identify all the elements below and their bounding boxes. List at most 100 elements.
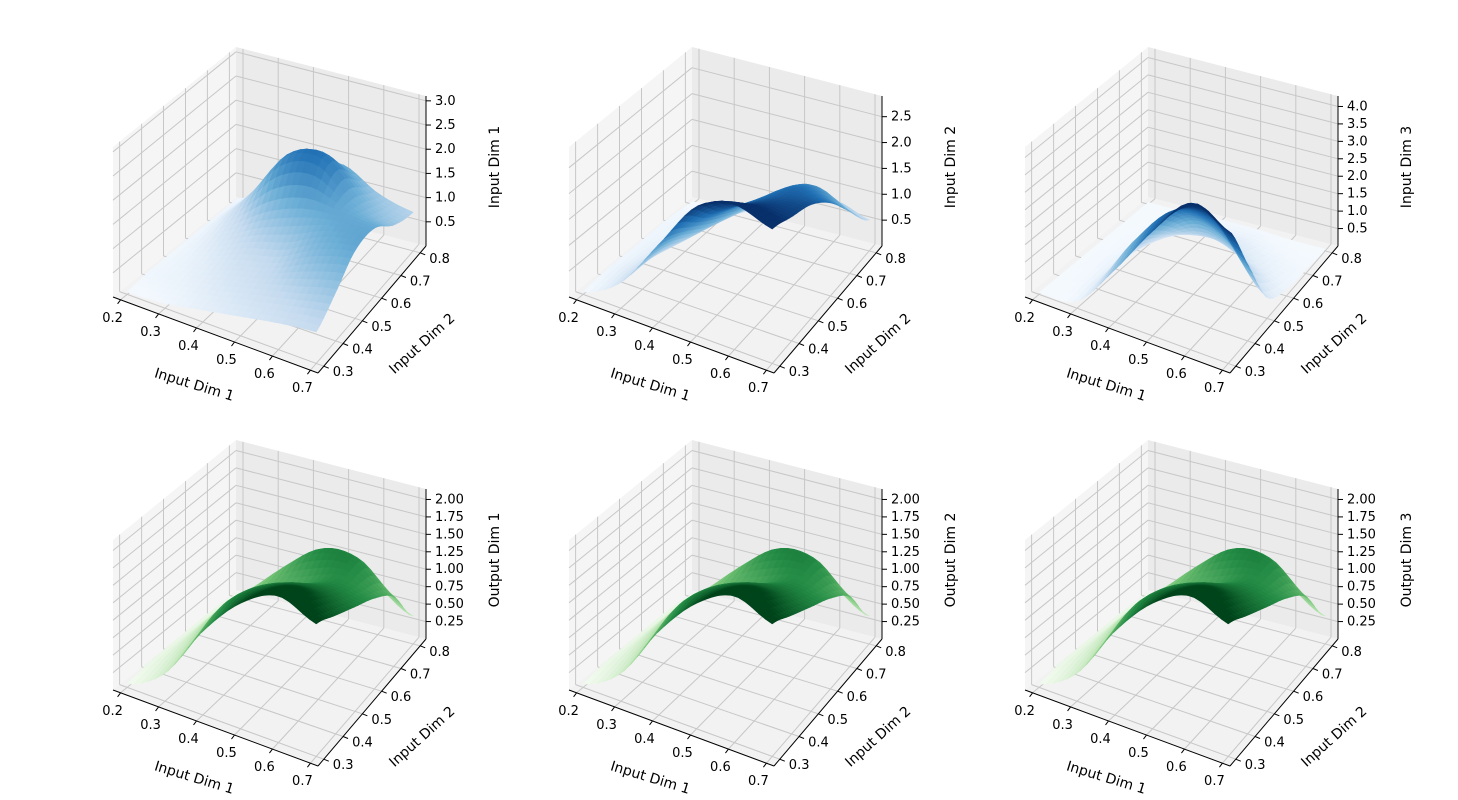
x-tick-label: 0.6 [1166, 367, 1187, 382]
z-tick-label: 2.00 [891, 493, 920, 508]
z-tick-label: 0.5 [891, 213, 912, 228]
x-tick-label: 0.7 [292, 381, 313, 396]
y-tick-label: 0.6 [391, 690, 412, 705]
z-tick-label: 1.0 [1347, 204, 1368, 219]
z-tick-label: 1.00 [891, 562, 920, 577]
y-tick-label: 0.8 [429, 645, 450, 660]
z-tick-label: 1.50 [891, 527, 920, 542]
z-tick-label: 0.50 [891, 597, 920, 612]
grid-line-z [235, 51, 427, 102]
y-tick-label: 0.8 [885, 252, 906, 267]
y-tick-label: 0.5 [371, 713, 392, 728]
grid-line-x [310, 243, 420, 371]
x-tick-label: 0.3 [140, 718, 161, 733]
z-tick-label: 0.75 [435, 580, 464, 595]
y-tick-label: 0.4 [352, 736, 373, 751]
x-tick-label: 0.4 [1090, 339, 1111, 354]
y-tick-label: 0.6 [847, 690, 868, 705]
x-tick [307, 369, 311, 375]
grid-line-z [112, 124, 237, 225]
z-tick-label: 0.75 [891, 580, 920, 595]
grid-line-x [728, 234, 841, 357]
z-tick-label: 1.25 [435, 545, 464, 560]
x-tick-label: 0.4 [178, 339, 199, 354]
z-tick-label: 2.5 [435, 118, 456, 133]
surface-patch [309, 323, 321, 333]
grid-line-y [575, 291, 780, 367]
grid-line-z [235, 75, 427, 126]
grid-line-z [691, 93, 883, 144]
y-tick-label: 0.6 [1303, 297, 1324, 312]
x-tick [117, 299, 121, 305]
x-tick-label: 0.6 [710, 367, 731, 382]
z-tick-label: 3.0 [1347, 134, 1368, 149]
z-tick-label: 0.25 [891, 615, 920, 630]
z-axis-label: Output Dim 1 [487, 513, 503, 608]
z-tick-label: 2.5 [891, 110, 912, 125]
y-tick-label: 0.4 [808, 343, 829, 358]
x-tick-label: 0.5 [216, 746, 237, 761]
z-tick-label: 2.00 [435, 493, 464, 508]
z-tick-label: 1.5 [891, 161, 912, 176]
x-tick-label: 0.4 [178, 732, 199, 747]
z-tick-label: 2.0 [435, 142, 456, 157]
x-tick-label: 0.2 [558, 704, 579, 719]
z-tick-label: 1.5 [435, 166, 456, 181]
grid-line-z [568, 93, 693, 194]
x-tick-label: 0.5 [672, 353, 693, 368]
z-tick-label: 4.0 [1347, 100, 1368, 115]
grid-line-x [614, 207, 735, 315]
y-axis-line [317, 245, 427, 374]
z-tick-label: 1.25 [891, 545, 920, 560]
x-tick-label: 0.3 [596, 718, 617, 733]
y-tick-label: 0.4 [1264, 343, 1285, 358]
pane-back-wall [692, 47, 882, 246]
z-tick-label: 2.0 [891, 136, 912, 151]
z-tick-label: 2.0 [1347, 169, 1368, 184]
z-tick-label: 0.5 [435, 215, 456, 230]
grid-line-z [568, 144, 693, 246]
y-tick-label: 0.3 [789, 365, 810, 380]
grid-line-x [652, 216, 770, 329]
z-tick-label: 1.75 [891, 510, 920, 525]
y-tick-label: 0.4 [808, 736, 829, 751]
z-tick-label: 0.5 [1347, 222, 1368, 237]
z-axis-label: Input Dim 3 [1399, 126, 1415, 208]
z-tick-label: 1.5 [1347, 187, 1368, 202]
z-tick-label: 1.0 [435, 191, 456, 206]
y-tick [323, 365, 329, 369]
grid-line-x [766, 243, 876, 371]
grid-line-x [690, 225, 805, 343]
z-axis-label: Input Dim 2 [943, 126, 959, 208]
grid-line-z [691, 144, 883, 195]
y-tick-label: 0.6 [391, 297, 412, 312]
y-tick [420, 252, 426, 256]
z-tick-label: 3.0 [435, 94, 456, 109]
z-tick-label: 1.00 [435, 562, 464, 577]
x-tick-label: 0.5 [672, 746, 693, 761]
z-tick-label: 3.5 [1347, 117, 1368, 132]
y-tick-label: 0.7 [410, 275, 431, 290]
grid-line-z [112, 75, 237, 177]
x-tick-label: 0.2 [102, 704, 123, 719]
z-axis-label: Input Dim 1 [487, 126, 503, 208]
grid-line-y [641, 237, 838, 299]
surface [582, 183, 871, 293]
grid-line-z [691, 67, 883, 118]
y-tick [381, 297, 387, 301]
x-tick-label: 0.3 [1052, 325, 1073, 340]
z-tick-label: 1.0 [891, 187, 912, 202]
x-tick [231, 341, 235, 347]
x-tick-label: 0.4 [634, 732, 655, 747]
x-tick-label: 0.6 [710, 760, 731, 775]
x-tick [193, 327, 197, 333]
grid-line-z [235, 123, 427, 174]
x-tick [155, 313, 159, 319]
y-tick-label: 0.3 [1245, 365, 1266, 380]
grid-line-z [691, 118, 883, 169]
grid-line-z [568, 67, 693, 169]
z-tick-label: 2.5 [1347, 152, 1368, 167]
y-tick [362, 320, 368, 324]
z-tick-label: 1.75 [435, 510, 464, 525]
